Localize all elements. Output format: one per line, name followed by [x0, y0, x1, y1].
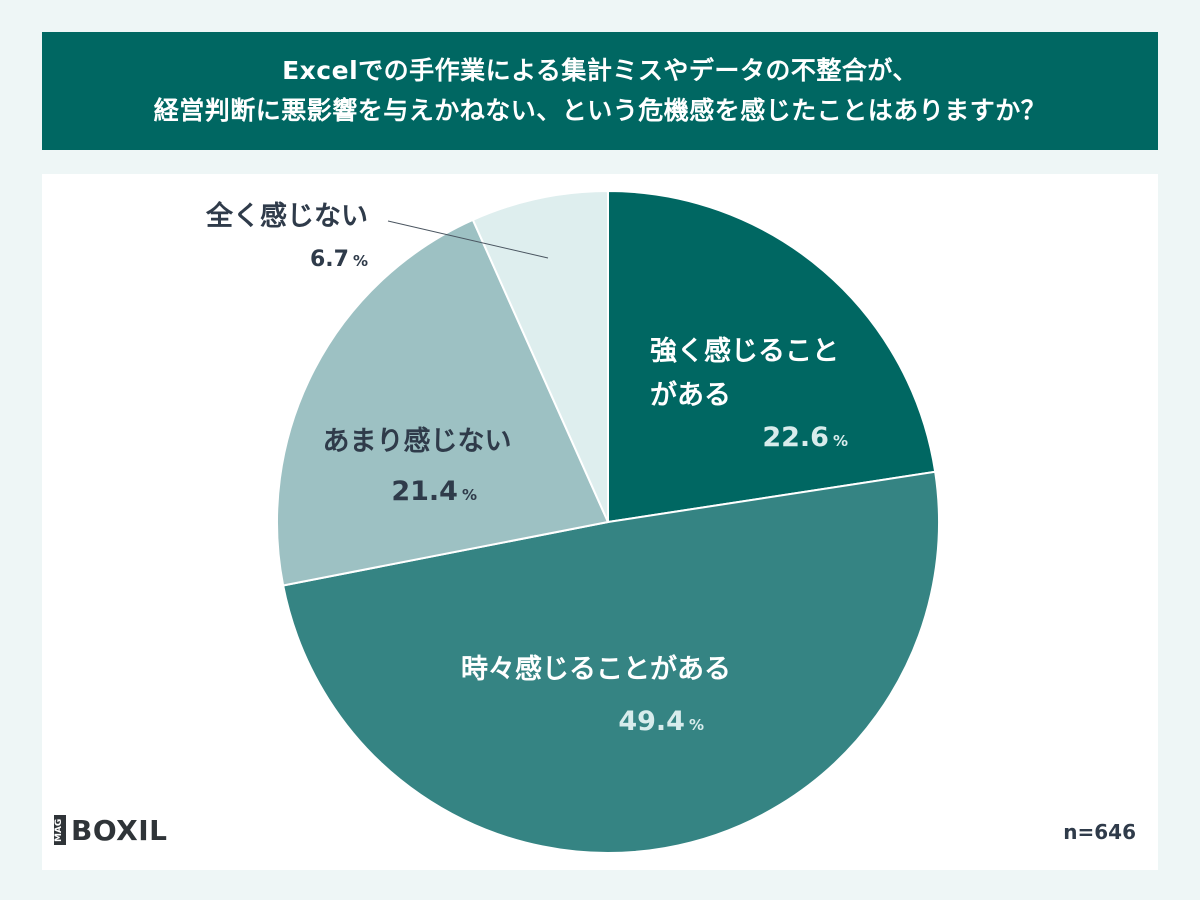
pie-slices: [276, 189, 940, 854]
slice-label-2-line-1: 時々感じることがある: [461, 653, 731, 685]
slice-label-1-line-2: がある: [650, 379, 731, 411]
slice-label-3-line-1: あまり感じない: [323, 425, 512, 457]
slice-label-1-line-1: 強く感じること: [650, 335, 839, 367]
slice-value-3: 21.4%: [391, 476, 477, 507]
slice-value-4: 6.7%: [310, 247, 368, 272]
leader-line-slice-4: [387, 220, 549, 259]
pie-slice-3: [276, 218, 610, 587]
logo-mag-badge: MAG: [54, 815, 66, 845]
chart-title-line-2: 経営判断に悪影響を与えかねない、という危機感を感じたことはありますか？: [153, 96, 1047, 125]
slice-label-4-line-1: 全く感じない: [205, 200, 368, 232]
chart-title-line-1: Excelでの手作業による集計ミスやデータの不整合が、: [282, 56, 918, 85]
slice-value-2: 49.4%: [618, 706, 704, 737]
chart-title-banner: Excelでの手作業による集計ミスやデータの不整合が、 経営判断に悪影響を与えか…: [42, 32, 1158, 150]
sample-size: n=646: [1063, 820, 1136, 844]
pie-slice-1: [607, 189, 937, 524]
pie-slice-4: [471, 189, 609, 523]
chart-panel: 強く感じること がある 22.6% 時々感じることがある 49.4% あまり感じない 21.…: [42, 174, 1158, 870]
logo-wordmark: BOXIL: [71, 813, 168, 847]
pie-slice-2: [281, 470, 940, 854]
boxil-mag-logo: MAG BOXIL: [54, 813, 168, 847]
slice-value-1: 22.6%: [762, 422, 848, 453]
